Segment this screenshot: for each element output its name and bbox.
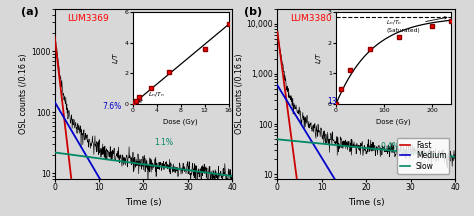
Text: 0.4%: 0.4% xyxy=(380,141,400,151)
Text: 1.1%: 1.1% xyxy=(154,138,173,147)
Text: 7.6%: 7.6% xyxy=(102,102,122,111)
Text: (b): (b) xyxy=(244,7,262,17)
Text: LUM3380: LUM3380 xyxy=(290,14,331,23)
Text: 13.2%: 13.2% xyxy=(327,97,351,106)
Text: 89.7%: 89.7% xyxy=(147,67,171,75)
Text: 85.6%: 85.6% xyxy=(366,67,390,75)
X-axis label: Time (s): Time (s) xyxy=(125,198,162,207)
X-axis label: Time (s): Time (s) xyxy=(348,198,384,207)
Y-axis label: OSL counts (/0.16 s): OSL counts (/0.16 s) xyxy=(235,54,244,134)
Text: LUM3369: LUM3369 xyxy=(67,14,109,23)
Y-axis label: OSL counts (/0.16 s): OSL counts (/0.16 s) xyxy=(19,54,28,134)
Text: (a): (a) xyxy=(21,7,38,17)
Legend: Fast, Medium, Slow: Fast, Medium, Slow xyxy=(397,138,449,174)
